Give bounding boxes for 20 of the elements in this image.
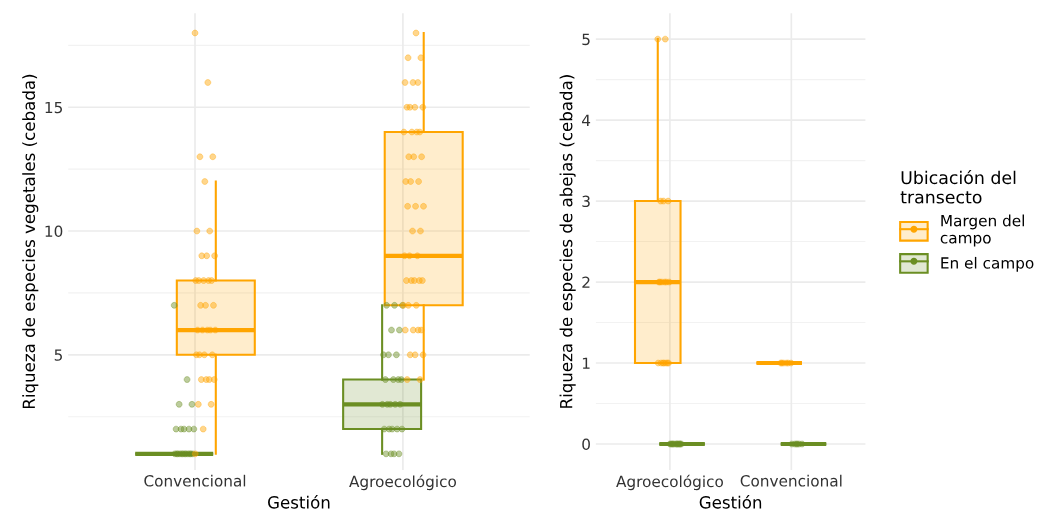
- y-tick-label: 10: [45, 225, 63, 238]
- y-tick-label: 15: [45, 101, 62, 114]
- legend-title: Ubicación del transecto: [900, 170, 1016, 204]
- x-tick-label: Convencional: [740, 474, 842, 487]
- x-axis-title: Gestión: [699, 495, 762, 509]
- y-axis-title: Riqueza de especies vegetales (cebada): [22, 74, 39, 409]
- y-tick-label: 1: [582, 357, 590, 369]
- y-axis-title: Riqueza de especies de abejas (cebada): [559, 75, 576, 408]
- legend-label: Margen del campo: [940, 214, 1024, 247]
- y-tick-label: 5: [54, 349, 62, 361]
- y-tick-label: 2: [582, 276, 590, 288]
- y-tick-label: 3: [582, 195, 590, 208]
- x-tick-label: Agroecológico: [349, 474, 457, 491]
- y-tick-label: 0: [582, 438, 590, 451]
- y-tick-label: 5: [582, 33, 590, 46]
- x-tick-label: Convencional: [144, 474, 246, 487]
- legend-label: En el campo: [941, 256, 1034, 272]
- y-tick-label: 4: [582, 114, 591, 126]
- x-axis-title: Gestión: [268, 495, 330, 509]
- x-tick-label: Agroecológico: [616, 474, 723, 491]
